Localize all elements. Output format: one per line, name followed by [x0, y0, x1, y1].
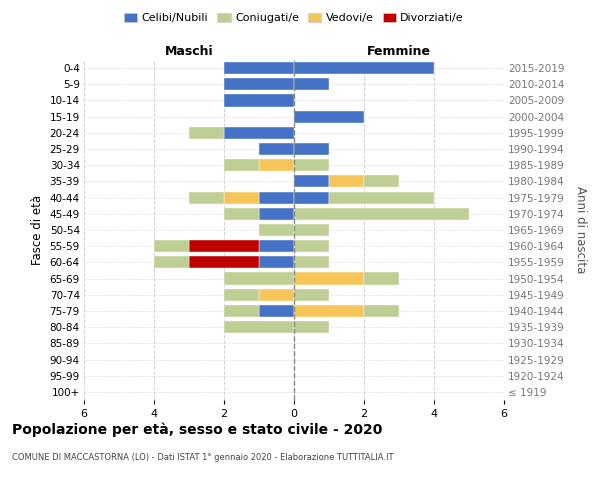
Bar [259, 224, 294, 236]
Text: COMUNE DI MACCASTORNA (LO) - Dati ISTAT 1° gennaio 2020 - Elaborazione TUTTITALI: COMUNE DI MACCASTORNA (LO) - Dati ISTAT … [12, 452, 394, 462]
Bar [364, 305, 399, 317]
Bar [294, 224, 329, 236]
Bar [224, 305, 259, 317]
Bar [189, 127, 224, 139]
Bar [294, 192, 329, 203]
Bar [224, 94, 294, 106]
Bar [294, 176, 329, 188]
Bar [224, 62, 294, 74]
Bar [259, 288, 294, 301]
Bar [294, 272, 364, 284]
Bar [224, 78, 294, 90]
Bar [259, 208, 294, 220]
Bar [259, 143, 294, 155]
Bar [259, 192, 294, 203]
Bar [189, 240, 259, 252]
Y-axis label: Fasce di età: Fasce di età [31, 195, 44, 265]
Bar [329, 176, 364, 188]
Y-axis label: Anni di nascita: Anni di nascita [574, 186, 587, 274]
Bar [259, 240, 294, 252]
Text: Femmine: Femmine [367, 44, 431, 58]
Bar [294, 159, 329, 172]
Bar [294, 240, 329, 252]
Bar [224, 272, 294, 284]
Bar [154, 256, 189, 268]
Text: Maschi: Maschi [164, 44, 214, 58]
Bar [189, 256, 259, 268]
Bar [294, 256, 329, 268]
Bar [224, 288, 259, 301]
Bar [364, 176, 399, 188]
Bar [224, 127, 294, 139]
Bar [294, 62, 434, 74]
Text: Popolazione per età, sesso e stato civile - 2020: Popolazione per età, sesso e stato civil… [12, 422, 382, 437]
Bar [224, 192, 259, 203]
Bar [294, 208, 469, 220]
Bar [329, 192, 434, 203]
Bar [294, 143, 329, 155]
Legend: Celibi/Nubili, Coniugati/e, Vedovi/e, Divorziati/e: Celibi/Nubili, Coniugati/e, Vedovi/e, Di… [119, 8, 469, 28]
Bar [224, 208, 259, 220]
Bar [294, 321, 329, 333]
Bar [294, 78, 329, 90]
Bar [259, 256, 294, 268]
Bar [189, 192, 224, 203]
Bar [154, 240, 189, 252]
Bar [294, 110, 364, 122]
Bar [294, 288, 329, 301]
Bar [224, 159, 259, 172]
Bar [294, 305, 364, 317]
Bar [259, 159, 294, 172]
Bar [224, 321, 294, 333]
Bar [364, 272, 399, 284]
Bar [259, 305, 294, 317]
